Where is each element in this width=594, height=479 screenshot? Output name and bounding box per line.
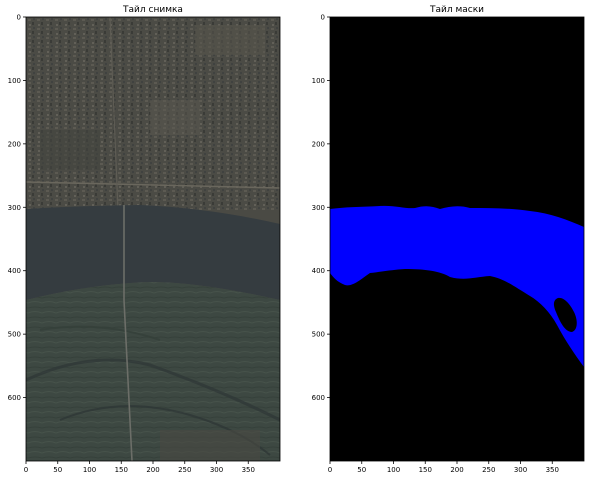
- panel-mask-x-axis: 0 50 100 150 200 250 300 350: [328, 461, 559, 474]
- y-tick-label: 0: [321, 14, 325, 22]
- panel-image-y-axis: 0 100 200 300 400 500 600: [8, 14, 26, 402]
- y-tick-label: 400: [8, 267, 21, 275]
- x-tick-label: 350: [242, 466, 255, 474]
- x-tick-label: 100: [387, 466, 400, 474]
- bridge: [123, 205, 133, 461]
- x-tick-label: 250: [178, 466, 191, 474]
- y-tick-label: 600: [312, 394, 325, 402]
- x-tick-label: 150: [115, 466, 128, 474]
- panel-image: Тайл снимка 0 100 200 300 400 500 600 0 50 100 15…: [8, 5, 281, 474]
- panel-mask: Тайл маски 0 100 200 300 400 500 600 0 50 100 150…: [312, 5, 585, 474]
- panel-image-x-axis: 0 50 100 150 200 250 300 350: [24, 461, 255, 474]
- road: [26, 181, 280, 189]
- x-tick-label: 150: [419, 466, 432, 474]
- y-tick-label: 500: [8, 331, 21, 339]
- y-tick-label: 400: [312, 267, 325, 275]
- segmentation-mask: [330, 17, 584, 461]
- y-tick-label: 600: [8, 394, 21, 402]
- y-tick-label: 300: [8, 204, 21, 212]
- satellite-image: [26, 17, 280, 461]
- x-tick-label: 350: [546, 466, 559, 474]
- y-tick-label: 200: [312, 140, 325, 148]
- river: [26, 205, 280, 300]
- x-tick-label: 0: [328, 466, 332, 474]
- panel-mask-y-axis: 0 100 200 300 400 500 600: [312, 14, 330, 402]
- panel-mask-title: Тайл маски: [429, 5, 484, 15]
- x-tick-label: 300: [210, 466, 223, 474]
- x-tick-label: 200: [146, 466, 159, 474]
- channel: [26, 358, 280, 422]
- y-tick-label: 500: [312, 331, 325, 339]
- x-tick-label: 100: [83, 466, 96, 474]
- y-tick-label: 100: [8, 77, 21, 85]
- island: [553, 297, 577, 332]
- x-tick-label: 50: [53, 466, 62, 474]
- y-tick-label: 100: [312, 77, 325, 85]
- y-tick-label: 200: [8, 140, 21, 148]
- y-tick-label: 0: [17, 14, 21, 22]
- x-tick-label: 300: [514, 466, 527, 474]
- water-region: [330, 205, 584, 367]
- panel-image-title: Тайл снимка: [122, 5, 183, 15]
- x-tick-label: 50: [357, 466, 366, 474]
- road: [109, 17, 119, 211]
- y-tick-label: 300: [312, 204, 325, 212]
- x-tick-label: 0: [24, 466, 28, 474]
- x-tick-label: 250: [482, 466, 495, 474]
- x-tick-label: 200: [450, 466, 463, 474]
